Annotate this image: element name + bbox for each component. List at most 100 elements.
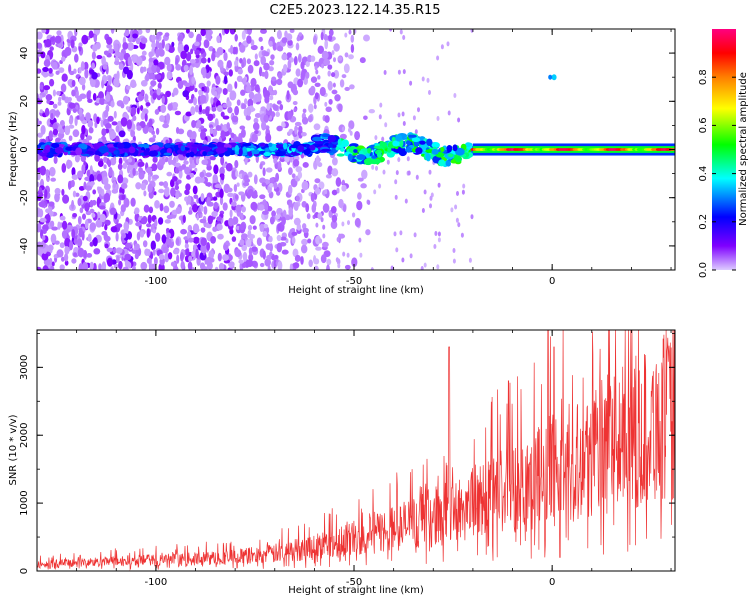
heatmap-cell	[170, 261, 176, 267]
heatmap-cell	[163, 181, 169, 189]
heatmap-cell	[239, 125, 246, 130]
heatmap-cell	[222, 254, 229, 261]
heatmap-cell	[203, 205, 208, 215]
heatmap-cell	[326, 264, 330, 270]
heatmap-cell	[335, 177, 342, 187]
heatmap-cell	[187, 195, 192, 205]
heatmap-cell	[112, 247, 117, 254]
heatmap-cell	[264, 70, 269, 80]
heatmap-cell	[205, 106, 210, 117]
heatmap-cell	[335, 257, 339, 263]
heatmap-cell	[273, 259, 277, 269]
heatmap-cell	[197, 207, 201, 217]
heatmap-cell	[348, 54, 354, 60]
heatmap-cell	[331, 157, 338, 166]
heatmap-cell	[313, 123, 321, 131]
heatmap-cell	[68, 124, 75, 129]
x-tick-label: 0	[549, 577, 555, 588]
spectrogram-panel: -100 -50 0 -40 -20 0 20 40 Height of straight …	[8, 28, 676, 296]
heatmap-cell	[50, 112, 54, 120]
heatmap-cell	[155, 232, 161, 242]
colorbar-tick-label: 0.4	[698, 166, 709, 182]
heatmap-cell	[77, 197, 82, 207]
heatmap-cell	[81, 124, 86, 135]
heatmap-cell	[191, 203, 199, 213]
heatmap-cell	[234, 160, 239, 169]
heatmap-cell	[50, 233, 57, 244]
heatmap-cell	[172, 87, 179, 96]
snr-y-label: SNR (10 * v/v)	[8, 414, 19, 485]
heatmap-cell	[313, 104, 317, 110]
heatmap-cell	[64, 46, 72, 57]
heatmap-cell	[206, 196, 211, 207]
heatmap-cell	[175, 63, 182, 71]
heatmap-cell	[314, 187, 321, 195]
heatmap-cell	[357, 177, 364, 182]
heatmap-cell	[306, 213, 311, 220]
heatmap-cell	[74, 53, 79, 63]
heatmap-cell	[206, 242, 211, 251]
heatmap-cell	[144, 248, 150, 256]
heatmap-cell	[152, 156, 158, 163]
heatmap-cell	[185, 51, 192, 62]
heatmap-cell	[56, 249, 64, 258]
heatmap-cell	[216, 216, 222, 222]
heatmap-cell	[369, 144, 376, 150]
heatmap-cell	[195, 157, 200, 165]
heatmap-cell	[39, 165, 47, 176]
heatmap-cell	[131, 106, 137, 116]
heatmap-cell	[120, 117, 128, 127]
heatmap-cell	[80, 143, 88, 150]
heatmap-cell	[144, 93, 148, 103]
heatmap-cell	[86, 253, 93, 258]
heatmap-cell	[265, 133, 272, 143]
heatmap-cell	[247, 189, 254, 196]
heatmap-cell	[79, 93, 87, 100]
spectrogram-x-axis: -100 -50 0	[36, 29, 672, 287]
heatmap-cell	[92, 237, 98, 247]
heatmap-cell	[74, 86, 78, 92]
heatmap-cell	[288, 128, 294, 135]
heatmap-cell	[308, 259, 313, 268]
heatmap-cell	[335, 146, 340, 151]
heatmap-cell	[216, 46, 224, 56]
heatmap-cell	[78, 42, 83, 47]
heatmap-cell	[281, 249, 289, 255]
heatmap-cell	[408, 134, 417, 138]
heatmap-cell	[402, 121, 406, 126]
heatmap-cell	[242, 251, 248, 262]
heatmap-cell	[277, 72, 283, 80]
heatmap-cell	[216, 35, 221, 44]
heatmap-cell	[322, 241, 329, 248]
heatmap-cell	[319, 86, 326, 97]
heatmap-cell	[327, 70, 331, 77]
heatmap-cell	[240, 212, 244, 221]
heatmap-cell	[78, 67, 82, 74]
heatmap-cell	[341, 184, 347, 192]
heatmap-cell	[185, 247, 190, 257]
heatmap-cell	[56, 90, 61, 96]
heatmap-cell	[275, 214, 280, 220]
heatmap-cell	[234, 194, 239, 200]
heatmap-cell	[153, 256, 158, 266]
heatmap-cell	[120, 102, 125, 109]
heatmap-cell	[185, 183, 191, 192]
heatmap-cell	[431, 142, 440, 148]
heatmap-cell	[336, 237, 340, 242]
heatmap-cell	[286, 90, 290, 100]
heatmap-cell	[77, 215, 82, 225]
heatmap-cell	[212, 173, 218, 184]
heatmap-cell	[344, 52, 349, 58]
heatmap-cell	[200, 130, 206, 141]
heatmap-cell	[138, 167, 143, 173]
heatmap-cell	[324, 189, 328, 195]
heatmap-cell	[240, 89, 246, 96]
heatmap-cell	[363, 158, 373, 166]
spectrogram-y-axis: -40 -20 0 20 40	[19, 28, 675, 271]
heatmap-cell	[423, 189, 427, 195]
heatmap-cell	[161, 95, 166, 105]
heatmap-cell	[295, 195, 300, 202]
heatmap-cell	[305, 61, 310, 67]
heatmap-cell	[339, 133, 347, 140]
heatmap-cell	[455, 147, 465, 156]
